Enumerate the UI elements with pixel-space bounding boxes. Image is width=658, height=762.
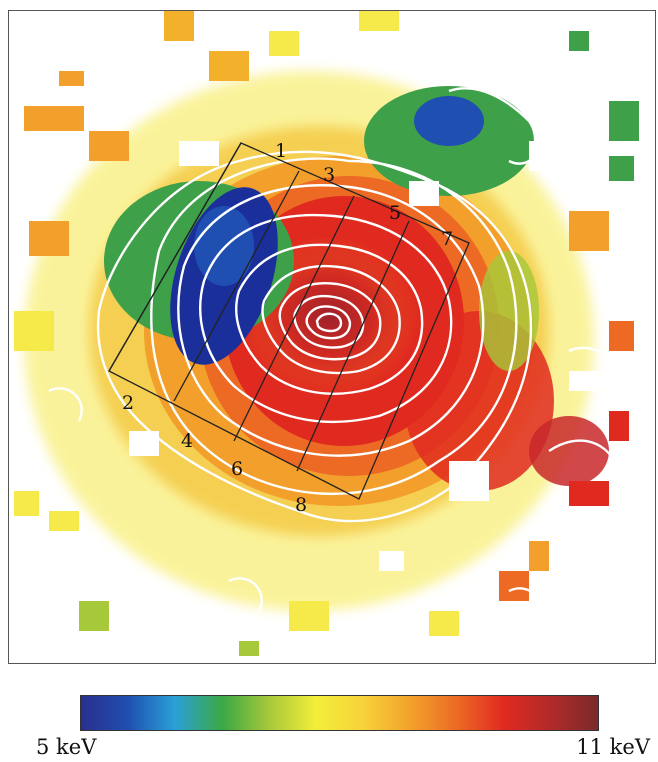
temperature-colorbar	[80, 695, 599, 731]
region-label-1: 1	[275, 140, 287, 162]
map-canvas: 1 2 3 4 5 6 7 8	[14, 11, 639, 656]
colorbar-min-label: 5 keV	[36, 735, 97, 759]
region-divider	[173, 170, 300, 402]
region-divider	[233, 195, 355, 442]
region-divider	[108, 142, 242, 372]
region-label-2: 2	[122, 392, 134, 414]
region-grid	[108, 142, 470, 500]
region-divider	[296, 220, 410, 472]
region-label-6: 6	[231, 458, 243, 480]
region-label-5: 5	[389, 202, 401, 224]
region-label-7: 7	[441, 228, 453, 250]
brightness-contours	[48, 87, 626, 622]
region-label-3: 3	[323, 164, 335, 186]
temperature-map: 1 2 3 4 5 6 7 8	[8, 10, 656, 664]
region-labels: 1 2 3 4 5 6 7 8	[122, 140, 453, 516]
temperature-field	[14, 11, 639, 656]
region-label-4: 4	[181, 430, 193, 452]
colorbar-max-label: 11 keV	[576, 735, 650, 759]
region-label-8: 8	[295, 494, 307, 516]
